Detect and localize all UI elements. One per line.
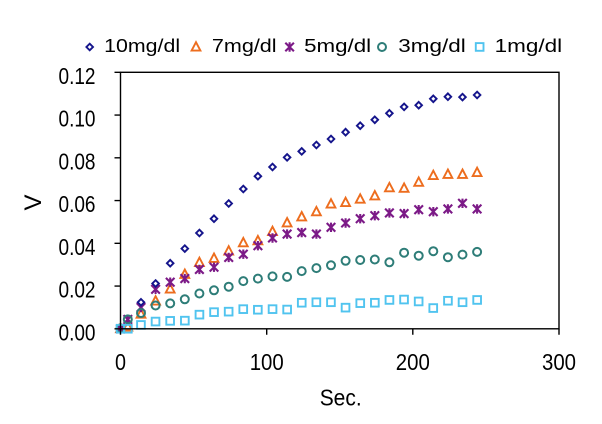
svg-text:10mg/dl: 10mg/dl (104, 36, 180, 56)
svg-text:3mg/dl: 3mg/dl (398, 36, 465, 56)
svg-text:0.08: 0.08 (59, 148, 96, 174)
svg-text:7mg/dl: 7mg/dl (212, 36, 277, 56)
svg-text:V: V (20, 194, 47, 210)
svg-text:5mg/dl: 5mg/dl (304, 36, 371, 56)
svg-text:100: 100 (250, 349, 284, 375)
svg-text:0: 0 (115, 349, 126, 375)
svg-text:0.02: 0.02 (59, 277, 96, 303)
svg-text:0.00: 0.00 (59, 319, 96, 345)
svg-text:0.04: 0.04 (59, 234, 96, 260)
svg-text:0.12: 0.12 (59, 63, 96, 89)
svg-text:0.06: 0.06 (59, 191, 96, 217)
svg-text:1mg/dl: 1mg/dl (495, 36, 562, 56)
svg-text:0.10: 0.10 (59, 106, 96, 132)
svg-text:200: 200 (396, 349, 430, 375)
svg-text:300: 300 (542, 349, 576, 375)
svg-text:Sec.: Sec. (320, 385, 362, 411)
